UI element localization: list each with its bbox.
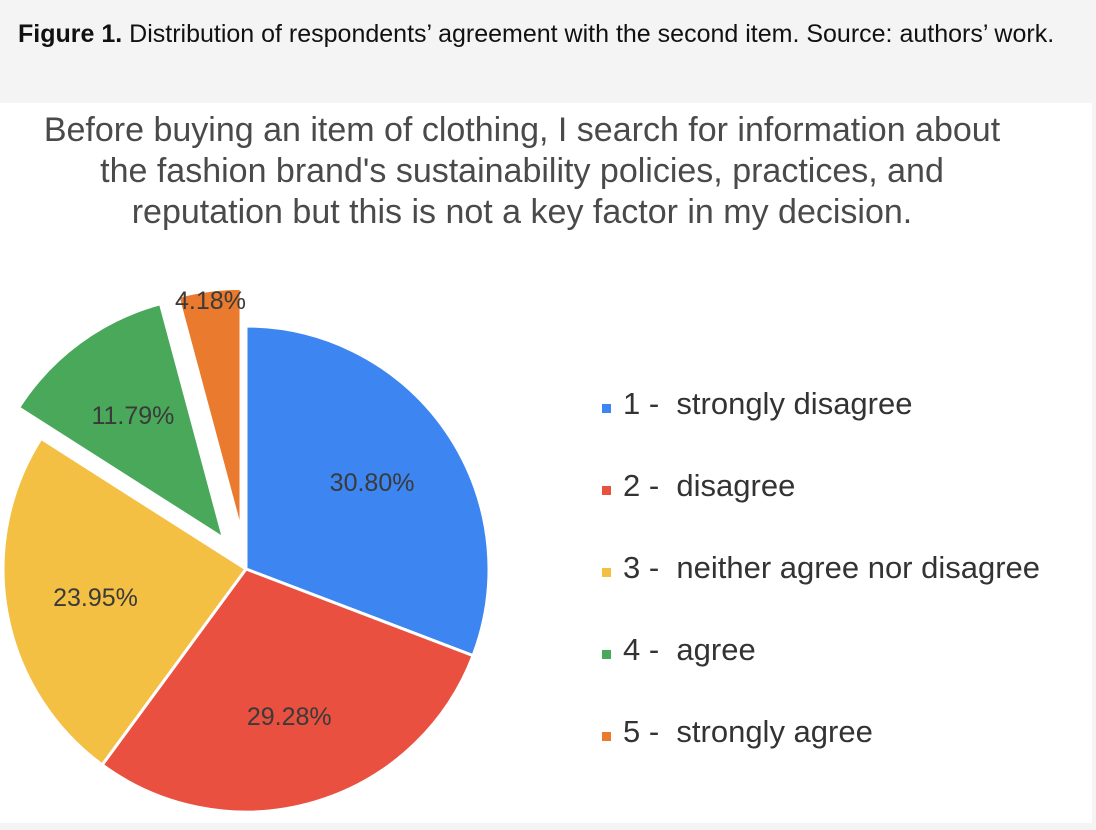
legend-label: 4 - agree [623,632,756,667]
chart-title-line: Before buying an item of clothing, I sea… [44,111,1001,149]
legend-swatch [602,732,611,741]
slice-label: 4.18% [175,287,246,315]
figure-caption: Figure 1. Distribution of respondents’ a… [0,0,1096,103]
slice-labels: 30.80% 29.28% 23.95% 11.79% 4.18% [53,287,414,731]
chart-title-line: reputation but this is not a key factor … [132,193,913,231]
legend-label: 3 - neither agree nor disagree [623,550,1040,585]
legend-swatch [602,650,611,659]
chart-legend: 1 - strongly disagree 2 - disagree 3 - nei… [602,386,1040,749]
slice-label: 23.95% [53,584,138,612]
legend-label: 5 - strongly agree [623,714,873,749]
pie-slices [1,286,491,814]
chart-title-line: the fashion brand's sustainability polic… [100,152,944,190]
legend-label: 2 - disagree [623,468,795,503]
pie-slice [176,286,243,532]
legend-label: 1 - strongly disagree [623,386,912,421]
pie-chart: Before buying an item of clothing, I sea… [1,111,1040,814]
chart-title: Before buying an item of clothing, I sea… [44,111,1001,231]
pie-slice [1,436,249,767]
legend-swatch [602,404,611,413]
figure-caption-lead: Figure 1. [18,20,123,48]
slice-label: 11.79% [91,402,174,430]
pie-slice [244,324,491,658]
pie-slice [100,567,475,814]
figure-caption-text: Distribution of respondents’ agreement w… [122,20,1055,48]
chart-panel: Before buying an item of clothing, I sea… [0,103,1092,823]
pie-slice [16,301,226,542]
legend-swatch [602,486,611,495]
slice-label: 29.28% [247,703,332,731]
slice-label: 30.80% [330,469,415,497]
legend-swatch [602,568,611,577]
